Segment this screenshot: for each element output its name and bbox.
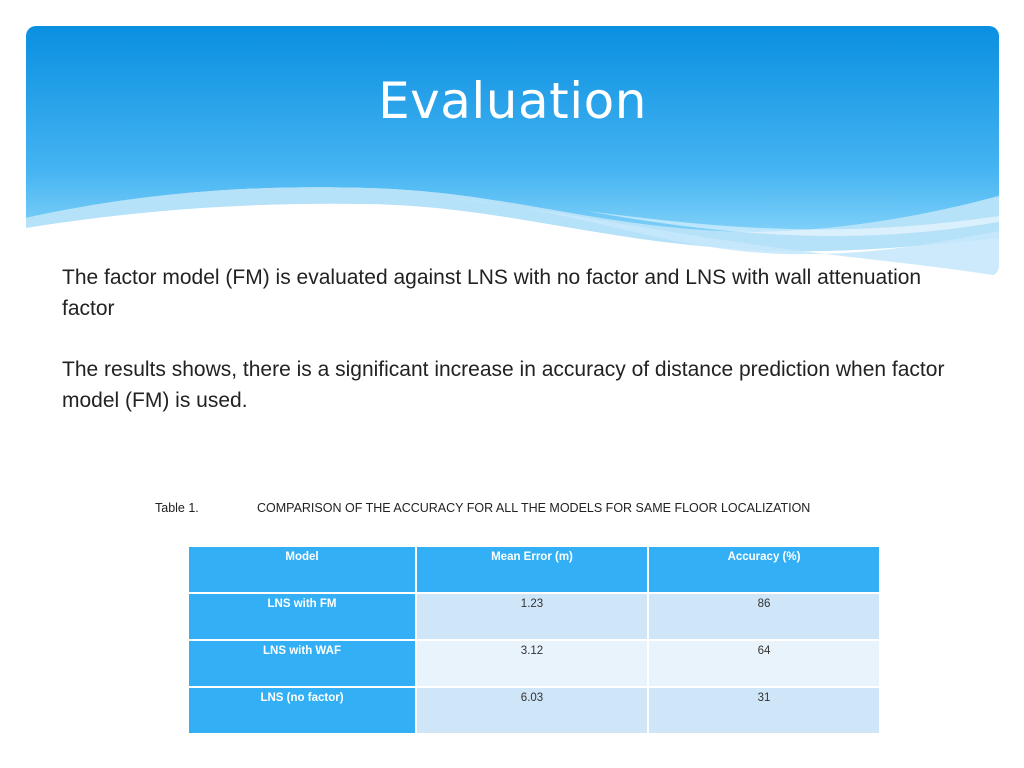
header-model: Model: [189, 547, 415, 592]
table-header-row: Model Mean Error (m) Accuracy (%): [189, 547, 879, 592]
header-mean-error: Mean Error (m): [417, 547, 647, 592]
row-accuracy: 86: [649, 594, 879, 639]
table-row: LNS with WAF 3.12 64: [189, 641, 879, 686]
row-mean-error: 1.23: [417, 594, 647, 639]
slide-title: Evaluation: [378, 72, 647, 130]
row-accuracy: 64: [649, 641, 879, 686]
title-banner: [26, 26, 999, 276]
header-accuracy: Accuracy (%): [649, 547, 879, 592]
paragraph-1: The factor model (FM) is evaluated again…: [62, 266, 922, 320]
row-model: LNS (no factor): [189, 688, 415, 733]
table-row: LNS with FM 1.23 86: [189, 594, 879, 639]
table-row: LNS (no factor) 6.03 31: [189, 688, 879, 733]
row-mean-error: 3.12: [417, 641, 647, 686]
row-model: LNS with WAF: [189, 641, 415, 686]
wave-banner-graphic: [26, 26, 999, 276]
row-accuracy: 31: [649, 688, 879, 733]
table-caption-text: COMPARISON OF THE ACCURACY FOR ALL THE M…: [257, 501, 811, 515]
table-caption-label: Table 1.: [155, 501, 199, 515]
accuracy-table: Model Mean Error (m) Accuracy (%) LNS wi…: [187, 545, 881, 735]
row-mean-error: 6.03: [417, 688, 647, 733]
paragraph-2: The results shows, there is a significan…: [62, 358, 945, 412]
row-model: LNS with FM: [189, 594, 415, 639]
